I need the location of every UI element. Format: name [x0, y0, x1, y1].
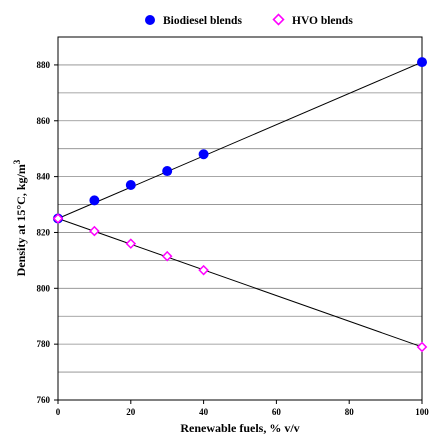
y-tick-label: 760 [37, 395, 51, 405]
legend-label-biodiesel: Biodiesel blends [163, 15, 242, 27]
point-hvo [198, 264, 209, 276]
y-tick-label: 880 [37, 60, 51, 70]
y-tick-label: 840 [37, 172, 51, 182]
x-tick-label: 80 [345, 407, 355, 417]
point-biodiesel [125, 179, 136, 190]
y-tick-label: 780 [37, 339, 51, 349]
y-tick-label: 800 [37, 283, 51, 293]
point-hvo [416, 341, 428, 353]
legend-marker-hvo [272, 13, 285, 26]
gridlines [58, 64, 422, 373]
point-biodiesel [162, 166, 173, 177]
y-axis-title-text: Density at 15°C, kg/m [14, 164, 28, 276]
y-axis-ticks: 760 780 800 820 840 860 880 [37, 60, 58, 405]
legend-label-hvo: HVO blends [292, 15, 353, 27]
x-tick-label: 0 [56, 407, 61, 417]
trendline-biodiesel [57, 61, 423, 219]
point-hvo [161, 250, 173, 262]
trendlines [57, 61, 423, 348]
legend: Biodiesel blends HVO blends [145, 13, 353, 27]
y-tick-label: 820 [37, 227, 51, 237]
x-axis-title: Renewable fuels, % v/v [180, 421, 299, 435]
point-biodiesel [417, 57, 427, 68]
point-hvo [89, 225, 100, 237]
y-axis-title: Density at 15°C, kg/m3 [12, 159, 28, 276]
trendline-hvo [57, 218, 423, 348]
x-tick-label: 40 [199, 407, 209, 417]
y-axis-title-superscript: 3 [12, 159, 22, 164]
point-hvo [52, 213, 64, 224]
legend-marker-biodiesel [145, 15, 155, 25]
point-biodiesel [198, 149, 209, 160]
plot-frame [57, 36, 423, 401]
data-points [52, 57, 428, 353]
y-tick-label: 860 [37, 116, 51, 126]
x-tick-label: 20 [126, 407, 136, 417]
x-axis-ticks: 0 20 40 60 80 100 [56, 400, 429, 417]
point-biodiesel [89, 195, 100, 206]
x-tick-label: 60 [272, 407, 282, 417]
point-hvo [125, 238, 137, 249]
x-tick-label: 100 [415, 407, 429, 417]
